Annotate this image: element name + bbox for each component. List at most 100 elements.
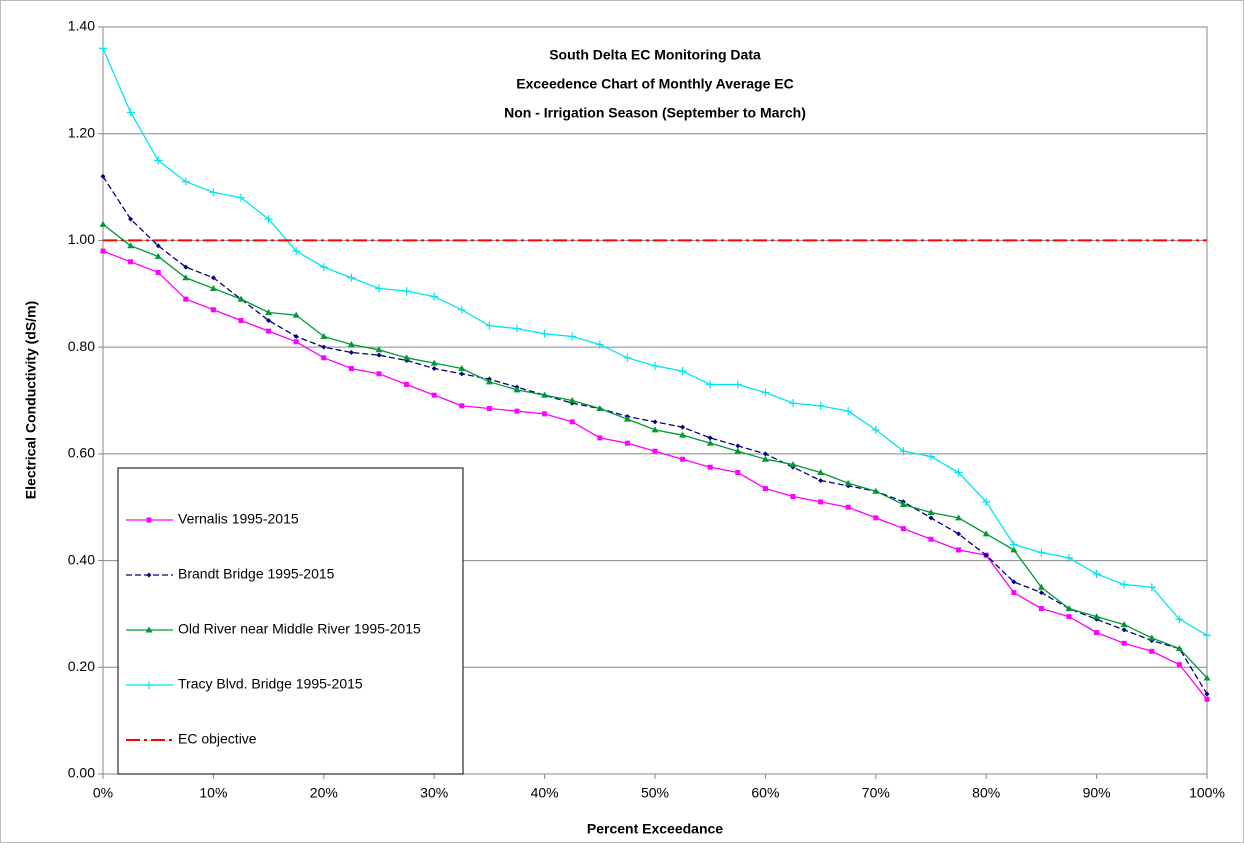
point xyxy=(513,386,521,393)
x-tick-label: 80% xyxy=(972,785,1000,801)
y-tick-label: 1.00 xyxy=(68,231,95,247)
point xyxy=(155,243,161,249)
point xyxy=(789,461,797,468)
point xyxy=(762,451,768,457)
point xyxy=(486,406,492,412)
point xyxy=(265,308,273,315)
point xyxy=(1175,615,1184,624)
point xyxy=(542,411,548,417)
point xyxy=(154,156,163,165)
point xyxy=(376,352,382,358)
point xyxy=(873,515,879,521)
point xyxy=(652,448,658,454)
point xyxy=(319,263,328,272)
point xyxy=(1065,553,1073,562)
point xyxy=(817,469,825,476)
point xyxy=(540,329,549,338)
point xyxy=(596,405,604,412)
point xyxy=(182,274,190,281)
point xyxy=(1094,630,1100,636)
point xyxy=(678,367,687,376)
point xyxy=(128,259,134,265)
point xyxy=(680,456,686,462)
point xyxy=(99,220,107,227)
point xyxy=(734,447,742,454)
point xyxy=(872,487,880,494)
point xyxy=(1120,621,1128,628)
x-tick-label: 0% xyxy=(93,785,113,801)
point xyxy=(431,392,437,398)
point xyxy=(845,504,851,510)
point xyxy=(1148,634,1156,641)
y-tick-label: 0.00 xyxy=(68,765,95,781)
point xyxy=(568,397,576,403)
point xyxy=(375,346,383,353)
point xyxy=(735,443,741,449)
point xyxy=(983,552,989,558)
legend-marker xyxy=(146,572,152,578)
point xyxy=(1038,606,1044,612)
legend-label: Old River near Middle River 1995-2015 xyxy=(178,621,421,637)
point xyxy=(818,478,824,484)
point xyxy=(459,403,465,409)
point xyxy=(1093,613,1101,620)
point xyxy=(569,419,575,425)
point xyxy=(431,365,437,371)
legend-label: Tracy Blvd. Bridge 1995-2015 xyxy=(178,676,363,692)
y-tick-label: 0.40 xyxy=(68,551,95,567)
point xyxy=(292,247,301,256)
legend-label: Brandt Bridge 1995-2015 xyxy=(178,566,335,582)
y-axis-label: Electrical Conductivity (dS/m) xyxy=(23,301,39,499)
point xyxy=(844,407,853,416)
point xyxy=(1149,648,1155,654)
point xyxy=(100,173,106,179)
point xyxy=(956,547,962,553)
point xyxy=(928,515,934,521)
point xyxy=(237,295,245,302)
point xyxy=(1092,569,1101,578)
point xyxy=(707,435,713,441)
point xyxy=(651,426,659,433)
x-tick-label: 50% xyxy=(641,785,669,801)
point xyxy=(541,391,549,398)
point xyxy=(954,468,963,477)
point xyxy=(761,388,770,397)
point xyxy=(128,216,134,222)
point xyxy=(1176,662,1182,668)
point xyxy=(459,371,465,377)
point xyxy=(927,509,935,516)
y-tick-label: 1.40 xyxy=(68,18,95,34)
point xyxy=(126,108,135,117)
legend-marker xyxy=(145,681,153,689)
point xyxy=(1066,614,1072,620)
point xyxy=(1037,548,1046,557)
chart-subtitle: Non - Irrigation Season (September to Ma… xyxy=(504,105,806,121)
point xyxy=(127,242,135,249)
point xyxy=(1037,583,1045,590)
point xyxy=(264,215,273,224)
point xyxy=(762,486,768,492)
legend-label: Vernalis 1995-2015 xyxy=(178,511,299,527)
point xyxy=(1203,674,1211,681)
point xyxy=(293,333,299,339)
x-tick-label: 30% xyxy=(420,785,448,801)
point xyxy=(789,399,797,408)
point xyxy=(1204,691,1210,697)
x-tick-label: 100% xyxy=(1189,785,1225,801)
x-tick-label: 70% xyxy=(862,785,890,801)
point xyxy=(982,497,991,506)
point xyxy=(238,317,244,323)
legend-marker xyxy=(146,517,152,523)
x-tick-label: 20% xyxy=(310,785,338,801)
x-tick-label: 60% xyxy=(751,785,779,801)
point xyxy=(347,273,356,282)
point xyxy=(956,531,962,537)
point xyxy=(844,479,852,486)
point xyxy=(1204,696,1210,702)
point xyxy=(1175,645,1183,652)
point xyxy=(651,361,659,370)
point xyxy=(597,435,603,441)
point xyxy=(347,340,355,347)
point xyxy=(348,365,354,371)
